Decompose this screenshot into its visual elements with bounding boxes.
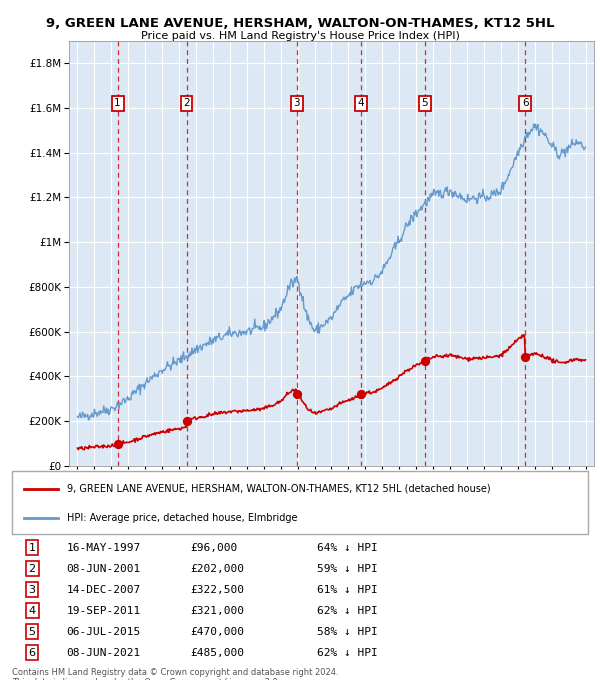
Text: 08-JUN-2001: 08-JUN-2001 bbox=[67, 564, 141, 574]
Text: 9, GREEN LANE AVENUE, HERSHAM, WALTON-ON-THAMES, KT12 5HL (detached house): 9, GREEN LANE AVENUE, HERSHAM, WALTON-ON… bbox=[67, 483, 490, 494]
Text: HPI: Average price, detached house, Elmbridge: HPI: Average price, detached house, Elmb… bbox=[67, 513, 297, 523]
Text: 08-JUN-2021: 08-JUN-2021 bbox=[67, 647, 141, 658]
Text: 62% ↓ HPI: 62% ↓ HPI bbox=[317, 606, 378, 615]
Text: 4: 4 bbox=[358, 99, 364, 108]
Text: £321,000: £321,000 bbox=[191, 606, 245, 615]
Text: 58% ↓ HPI: 58% ↓ HPI bbox=[317, 626, 378, 636]
Text: 1: 1 bbox=[29, 543, 35, 553]
Text: 64% ↓ HPI: 64% ↓ HPI bbox=[317, 543, 378, 553]
Text: 2: 2 bbox=[29, 564, 36, 574]
Point bbox=[420, 355, 430, 366]
FancyBboxPatch shape bbox=[12, 471, 588, 534]
Text: £96,000: £96,000 bbox=[191, 543, 238, 553]
Text: 62% ↓ HPI: 62% ↓ HPI bbox=[317, 647, 378, 658]
Text: 3: 3 bbox=[293, 99, 300, 108]
Text: Price paid vs. HM Land Registry's House Price Index (HPI): Price paid vs. HM Land Registry's House … bbox=[140, 31, 460, 41]
Point bbox=[292, 388, 302, 399]
Text: 14-DEC-2007: 14-DEC-2007 bbox=[67, 585, 141, 594]
Text: £202,000: £202,000 bbox=[191, 564, 245, 574]
Text: 16-MAY-1997: 16-MAY-1997 bbox=[67, 543, 141, 553]
Text: 5: 5 bbox=[29, 626, 35, 636]
Text: 59% ↓ HPI: 59% ↓ HPI bbox=[317, 564, 378, 574]
Text: £322,500: £322,500 bbox=[191, 585, 245, 594]
Text: £470,000: £470,000 bbox=[191, 626, 245, 636]
Text: 61% ↓ HPI: 61% ↓ HPI bbox=[317, 585, 378, 594]
Text: 19-SEP-2011: 19-SEP-2011 bbox=[67, 606, 141, 615]
Point bbox=[113, 439, 122, 449]
Point bbox=[356, 388, 365, 399]
Point bbox=[520, 352, 530, 362]
Text: 1: 1 bbox=[114, 99, 121, 108]
Text: Contains HM Land Registry data © Crown copyright and database right 2024.
This d: Contains HM Land Registry data © Crown c… bbox=[12, 668, 338, 680]
Text: 3: 3 bbox=[29, 585, 35, 594]
Text: 4: 4 bbox=[29, 606, 36, 615]
Text: £485,000: £485,000 bbox=[191, 647, 245, 658]
Text: 9, GREEN LANE AVENUE, HERSHAM, WALTON-ON-THAMES, KT12 5HL: 9, GREEN LANE AVENUE, HERSHAM, WALTON-ON… bbox=[46, 17, 554, 30]
Text: 06-JUL-2015: 06-JUL-2015 bbox=[67, 626, 141, 636]
Text: 2: 2 bbox=[183, 99, 190, 108]
Text: 6: 6 bbox=[29, 647, 35, 658]
Point bbox=[182, 415, 191, 426]
Text: 5: 5 bbox=[422, 99, 428, 108]
Text: 6: 6 bbox=[522, 99, 529, 108]
